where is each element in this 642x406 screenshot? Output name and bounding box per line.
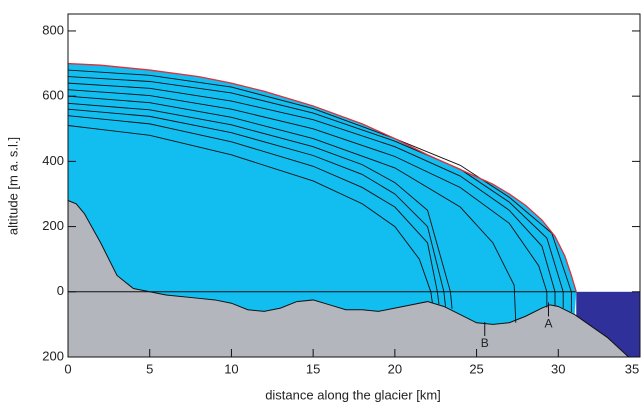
isochrone-layer	[67, 115, 440, 305]
y-tick-label: 200	[42, 348, 64, 363]
isochrone-layer	[67, 102, 453, 309]
isochrone-layer	[67, 89, 548, 308]
x-tick-label: 15	[306, 361, 320, 376]
annotation: A	[544, 317, 552, 331]
x-tick-label: 5	[146, 361, 153, 376]
isochrone-layer	[67, 125, 433, 304]
plot-frame	[67, 13, 641, 358]
ice-fill	[68, 63, 577, 325]
x-tick-label: 25	[469, 361, 483, 376]
y-axis-label: altitude [m a. s.l.]	[5, 137, 20, 235]
isochrone-layer	[67, 82, 556, 306]
y-tick-label: 200	[42, 218, 64, 233]
x-axis-label: distance along the glacier [km]	[265, 387, 441, 402]
isochrone-layer	[67, 69, 572, 313]
x-tick-label: 10	[224, 361, 238, 376]
isochrone-layer	[67, 108, 446, 307]
x-tick-label: 0	[64, 361, 71, 376]
annotation: B	[481, 336, 489, 350]
y-tick-label: 0	[57, 283, 64, 298]
ground-fill	[68, 200, 629, 357]
surface-line	[67, 62, 577, 292]
x-tick-label: 35	[625, 361, 639, 376]
x-tick-label: 30	[551, 361, 565, 376]
y-tick-label: 800	[42, 22, 64, 37]
y-tick-label: 400	[42, 153, 64, 168]
x-tick-label: 20	[388, 361, 402, 376]
isochrone-layer	[67, 95, 517, 323]
y-tick-label: 600	[42, 88, 64, 103]
bed-line	[67, 200, 629, 358]
